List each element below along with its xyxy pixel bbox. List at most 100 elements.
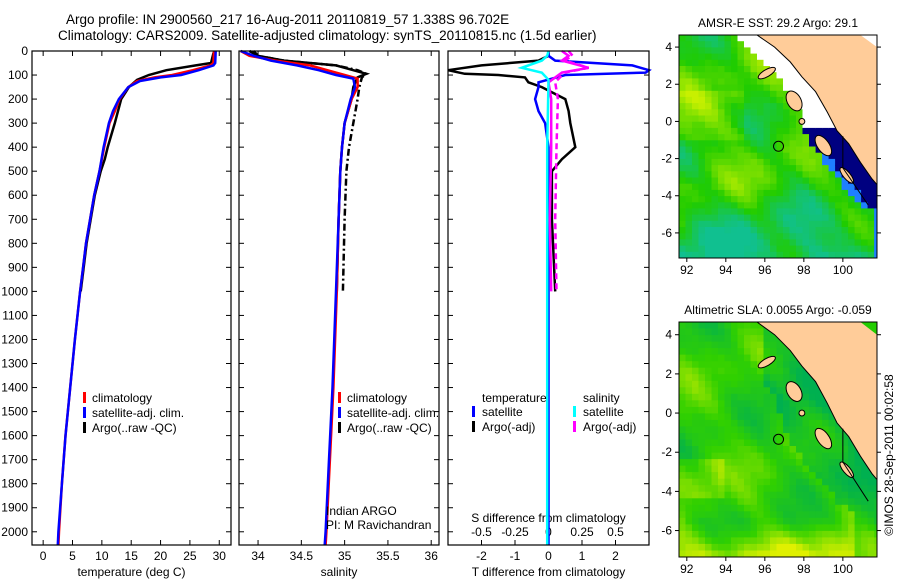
map-cell	[718, 47, 726, 55]
map-cell	[841, 478, 849, 486]
map-cell	[763, 400, 771, 408]
map-cell	[815, 465, 823, 473]
series-line-argo-qc	[252, 50, 369, 292]
map-cell	[809, 393, 817, 401]
map-cell	[744, 380, 752, 388]
map-cell	[835, 214, 843, 222]
map-cell	[841, 485, 849, 493]
map-cell	[770, 530, 778, 538]
lat-tick-label: 0	[665, 406, 672, 420]
map-cell	[692, 504, 700, 512]
map-cell	[757, 109, 765, 117]
map-cell	[776, 196, 784, 203]
map-cell	[731, 406, 739, 414]
map-cell	[750, 227, 758, 234]
map-cell	[731, 465, 739, 473]
map-cell	[737, 196, 745, 203]
map-cell	[750, 446, 758, 454]
map-cell	[679, 543, 687, 551]
map-cell	[731, 400, 739, 408]
map-cell	[750, 354, 758, 362]
y-tick-label: 0	[21, 44, 28, 58]
map-cell	[796, 491, 804, 499]
map-cell	[855, 557, 862, 564]
map-cell	[854, 158, 862, 166]
map-cell	[698, 543, 706, 551]
map-cell	[744, 227, 752, 234]
map-cell	[737, 158, 745, 166]
map-cell	[828, 245, 836, 253]
map-cell	[822, 550, 830, 557]
map-cell	[750, 335, 758, 343]
map-cell	[770, 183, 778, 191]
series-line-s-argo-adj-qc	[553, 50, 590, 292]
map-cell	[809, 233, 817, 240]
map-cell	[783, 459, 791, 467]
map-cell	[698, 140, 706, 148]
map-cell	[731, 446, 739, 454]
map-cell	[763, 233, 771, 240]
map-cell	[744, 78, 752, 86]
map-cell	[841, 491, 849, 499]
map-cell	[815, 227, 823, 234]
map-cell	[698, 433, 706, 441]
map-cell	[718, 517, 726, 525]
credit-text: ©IMOS 28-Sep-2011 00:02:58	[882, 374, 896, 536]
map-cell	[757, 96, 765, 104]
map-cell	[750, 152, 758, 160]
map-cell	[750, 115, 758, 123]
map-cell	[796, 478, 804, 486]
map-cell	[705, 426, 713, 434]
map-cell	[770, 413, 778, 421]
map-cell	[711, 146, 719, 154]
map-cell	[705, 419, 713, 427]
y-tick-label: 1400	[1, 381, 28, 395]
map-cell	[711, 348, 719, 356]
map-cell	[809, 491, 817, 499]
map-cell	[750, 202, 758, 210]
map-cell	[750, 322, 758, 330]
map-cell	[809, 115, 817, 123]
map-cell	[711, 152, 719, 160]
map-cell	[757, 140, 765, 148]
map-cell	[822, 485, 830, 493]
map-cell	[679, 322, 687, 330]
profile-panel-difference: -2 -1 0 1 2T difference from climatology-0.5…	[447, 49, 652, 579]
map-cell	[705, 220, 713, 228]
map-cell	[867, 196, 875, 203]
map-cell	[776, 109, 784, 117]
map-cell	[796, 413, 804, 421]
map-cell	[698, 348, 706, 356]
map-cell	[757, 478, 765, 486]
map-cell	[770, 348, 778, 356]
map-cell	[867, 537, 875, 545]
map-cell	[783, 127, 791, 135]
map-cell	[737, 504, 745, 512]
map-cell	[867, 498, 875, 506]
map-cell	[841, 245, 849, 253]
map-cell	[679, 53, 687, 61]
map-cell	[692, 35, 700, 42]
map-cell	[763, 227, 771, 234]
map-cell	[750, 367, 758, 375]
map-cell	[770, 446, 778, 454]
map-cell	[770, 433, 778, 441]
map-cell	[718, 550, 726, 557]
map-cell	[854, 452, 862, 460]
map-cell	[815, 530, 823, 538]
map-cell	[776, 152, 784, 160]
map-cell	[776, 233, 784, 240]
legend-label: Argo(-adj)	[583, 420, 636, 434]
map-cell	[815, 171, 823, 179]
map-cell	[718, 165, 726, 172]
island	[814, 427, 833, 450]
y-tick-label: 1900	[1, 501, 28, 515]
map-cell	[854, 543, 862, 551]
map-cell	[802, 227, 810, 234]
map-cell	[815, 498, 823, 506]
map-cell	[692, 361, 700, 369]
map-cell	[750, 134, 758, 141]
map-cell	[698, 189, 706, 197]
map-cell	[724, 433, 732, 441]
map-cell	[822, 214, 830, 222]
